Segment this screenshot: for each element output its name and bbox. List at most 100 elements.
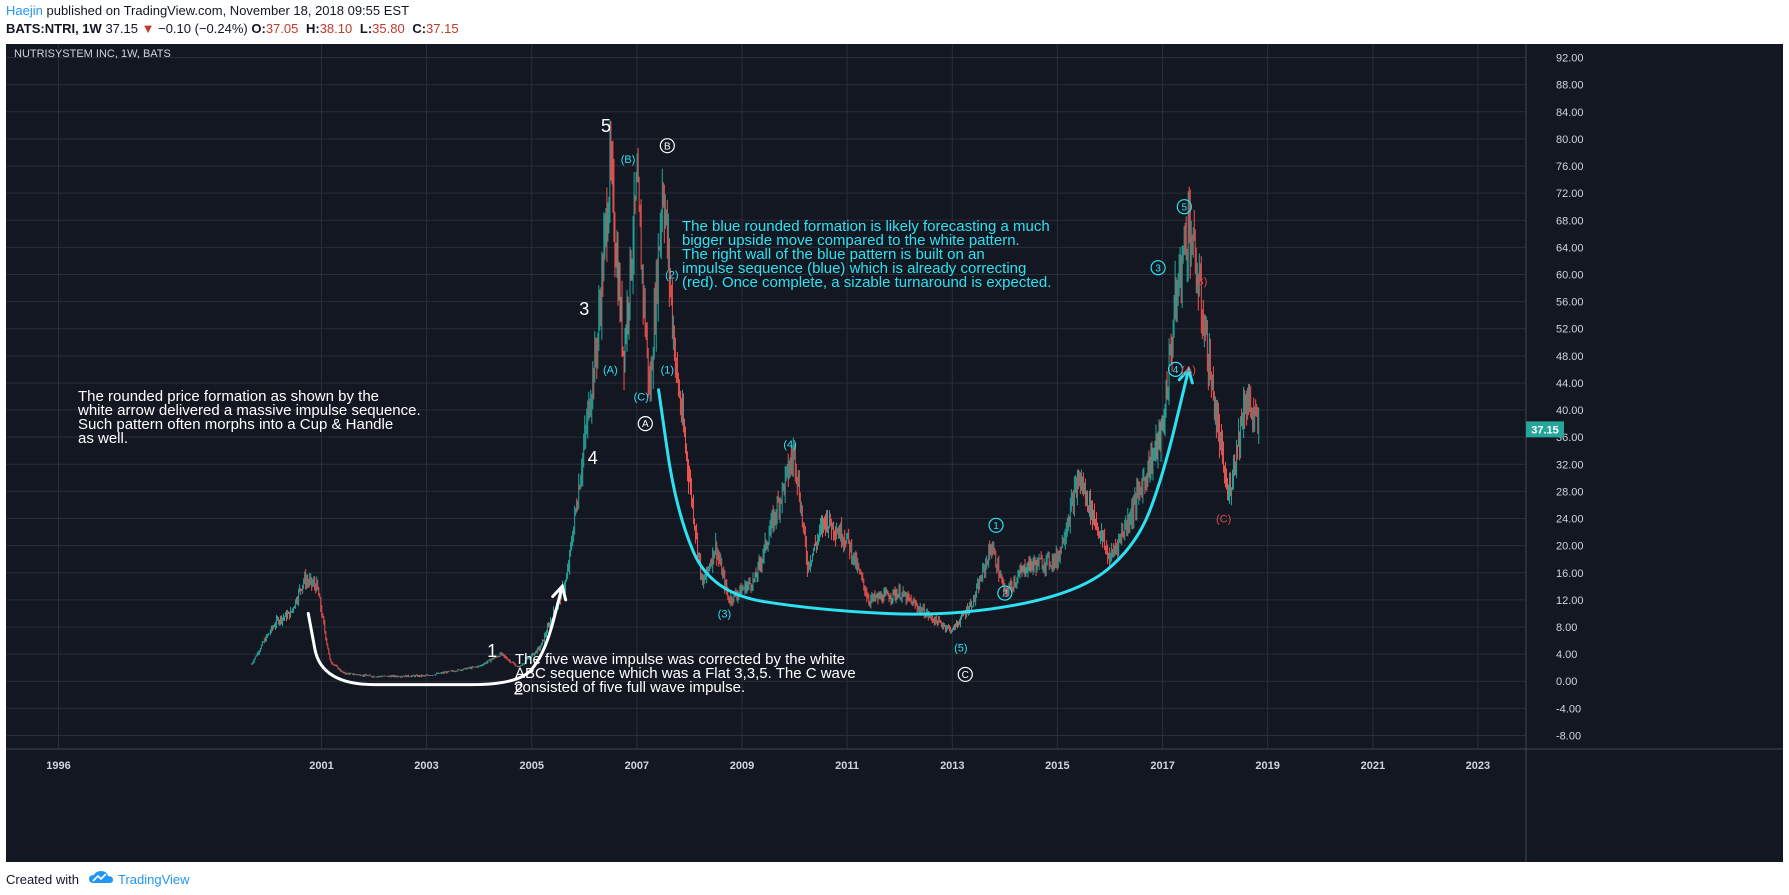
- wave-label-cyan: (5): [954, 642, 967, 654]
- annotation-line: (red). Once complete, a sizable turnarou…: [682, 274, 1051, 291]
- last-price-tag-text: 37.15: [1531, 424, 1559, 436]
- wave-label-cyan-circled-circle: [1176, 199, 1192, 215]
- y-tick-label: 72.00: [1556, 188, 1584, 200]
- low-value: 35.80: [372, 21, 405, 36]
- open-label: O:: [251, 21, 266, 36]
- y-tick-label: 4.00: [1556, 649, 1577, 661]
- price-change: −0.10 (−0.24%): [158, 21, 248, 36]
- wave-label-red: (C): [1216, 513, 1231, 525]
- wave-label-white: 2: [514, 678, 524, 698]
- price-chart[interactable]: 12345ABC(A)(B)(C)(1)(2)(3)(4)(5)12345(A)…: [6, 44, 1783, 862]
- grid-lines: [6, 44, 1526, 749]
- wave-label-cyan-circled-circle: [997, 585, 1013, 601]
- y-tick-label: -8.00: [1556, 730, 1581, 742]
- x-tick-label: 2015: [1045, 760, 1069, 772]
- wave-label-cyan-circled: 4: [1173, 365, 1179, 376]
- y-tick-label: 28.00: [1556, 486, 1584, 498]
- x-tick-label: 2017: [1150, 760, 1174, 772]
- wave-labels: 12345ABC(A)(B)(C)(1)(2)(3)(4)(5)12345(A)…: [487, 116, 1231, 699]
- wave-label-white: 1: [487, 641, 497, 661]
- header: Haejin published on TradingView.com, Nov…: [0, 0, 1789, 44]
- candles: [250, 120, 1260, 678]
- y-tick-label: 48.00: [1556, 351, 1584, 363]
- close-label: C:: [412, 21, 427, 36]
- y-tick-label: 52.00: [1556, 324, 1584, 336]
- wave-label-white-circled-circle: [637, 416, 653, 432]
- y-tick-label: 0.00: [1556, 676, 1577, 688]
- symbol[interactable]: BATS:NTRI, 1W: [6, 21, 102, 36]
- x-tick-label: 2019: [1255, 760, 1279, 772]
- wave-label-cyan: (C): [634, 391, 649, 403]
- wave-label-cyan: (1): [661, 364, 674, 376]
- y-tick-label: 24.00: [1556, 514, 1584, 526]
- tradingview-link[interactable]: TradingView: [118, 872, 190, 887]
- wave-label-cyan: (4): [783, 439, 796, 451]
- x-tick-label: 2003: [414, 760, 438, 772]
- wave-label-cyan: (A): [603, 364, 618, 376]
- x-tick-label: 2001: [309, 760, 333, 772]
- y-tick-label: 44.00: [1556, 378, 1584, 390]
- plot-background: [6, 44, 1526, 749]
- y-tick-label: -4.00: [1556, 703, 1581, 715]
- x-tick-label: 2023: [1466, 760, 1490, 772]
- cyan-arrow-curve: [657, 367, 1191, 616]
- wave-label-white: 3: [579, 299, 589, 319]
- chart-area[interactable]: 1 2 3 4 5 A B C (A) (B) (C) (1) (2) (3) (4) (5) 1 2 3 4 5 (A)…: [6, 44, 1783, 862]
- chart-title: NUTRISYSTEM INC, 1W, BATS: [14, 48, 171, 60]
- annotation-line: The blue rounded formation is likely for…: [682, 218, 1050, 235]
- wave-label-cyan-circled: 2: [1002, 589, 1008, 600]
- wave-label-white-circled-circle: [659, 138, 675, 154]
- ohlc-line: BATS:NTRI, 1W 37.15 ▼ −0.10 (−0.24%) O:3…: [6, 21, 463, 36]
- x-tick-label: 2021: [1361, 760, 1385, 772]
- axes: -8.00 -4.00 0.00 4.00 8.00 12.00 16.00 20.00 24.…: [6, 44, 1783, 862]
- annotation-line: The right wall of the blue pattern is bu…: [682, 246, 985, 263]
- annotation-line: impulse sequence (blue) which is already…: [682, 260, 1026, 277]
- publish-line: Haejin published on TradingView.com, Nov…: [6, 3, 409, 18]
- x-tick-label: 2007: [625, 760, 649, 772]
- y-tick-label: 12.00: [1556, 595, 1584, 607]
- annotation-line: The rounded price formation as shown by …: [78, 388, 379, 405]
- y-tick-label: 8.00: [1556, 622, 1577, 634]
- y-tick-label: 56.00: [1556, 297, 1584, 309]
- wave-label-cyan-circled: 1: [993, 521, 999, 532]
- annotation-line: consisted of five full wave impulse.: [515, 679, 745, 696]
- annotations: The rounded price formation as shown by …: [77, 218, 1051, 696]
- annotation-line: The five wave impulse was corrected by t…: [515, 651, 845, 668]
- wave-label-cyan: (2): [665, 269, 678, 281]
- wave-label-white: 5: [601, 116, 611, 136]
- x-tick-label: 2011: [835, 760, 859, 772]
- wave-label-cyan-circled-circle: [1167, 361, 1184, 377]
- x-tick-label: 1996: [46, 760, 70, 772]
- wave-label-cyan-circled-circle: [1150, 260, 1166, 276]
- y-tick-label: 60.00: [1556, 269, 1584, 281]
- footer: Created with TradingView: [0, 862, 1789, 895]
- wave-label-red: B): [1196, 276, 1207, 288]
- y-tick-label: 84.00: [1556, 107, 1584, 119]
- wave-label-cyan-circled: 3: [1155, 263, 1161, 274]
- down-triangle-icon: ▼: [141, 21, 155, 36]
- wave-label-white-circled-circle: [957, 666, 973, 683]
- y-tick-label: 68.00: [1556, 215, 1584, 227]
- annotation-line: as well.: [78, 430, 128, 447]
- wave-label-white-circled: B: [664, 141, 671, 152]
- wave-label-cyan: (3): [718, 608, 731, 620]
- author-link[interactable]: Haejin: [6, 3, 43, 18]
- y-tick-label: 20.00: [1556, 541, 1584, 553]
- annotation-line: Such pattern often morphs into a Cup & H…: [78, 416, 393, 433]
- tradingview-cloud-icon: [89, 871, 113, 883]
- published-text: published on TradingView.com, November 1…: [46, 3, 410, 18]
- y-tick-label: 88.00: [1556, 80, 1584, 92]
- white-arrow-curve: [306, 584, 564, 687]
- annotation-line: bigger upside move compared to the white…: [682, 232, 1020, 249]
- close-value: 37.15: [426, 21, 459, 36]
- y-tick-label: 76.00: [1556, 161, 1584, 173]
- open-value: 37.05: [265, 21, 299, 36]
- drawn-arrows: [306, 366, 1194, 687]
- high-label: H:: [305, 21, 320, 36]
- y-tick-label: 16.00: [1556, 568, 1584, 580]
- white-arrow-head: [551, 583, 568, 602]
- y-tick-label: 80.00: [1556, 134, 1584, 146]
- x-tick-label: 2013: [940, 760, 964, 772]
- annotation-line: white arrow delivered a massive impulse …: [77, 402, 421, 419]
- annotation-line: ABC sequence which was a Flat 3,3,5. The…: [515, 665, 856, 682]
